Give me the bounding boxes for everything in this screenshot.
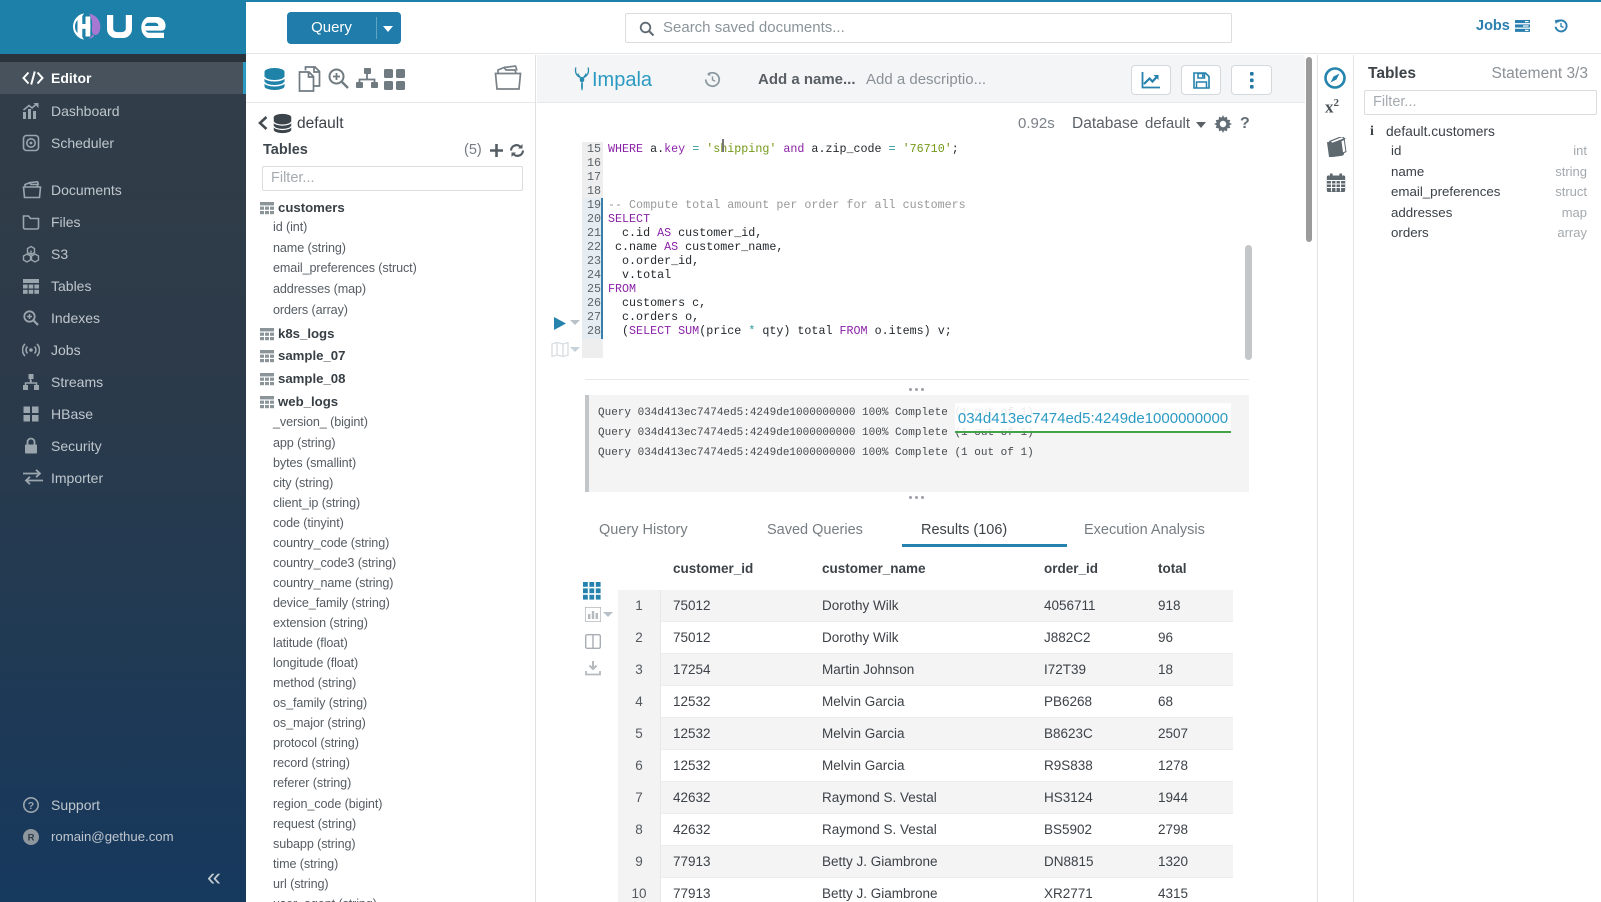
svg-text:?: ? [28,800,34,812]
svg-text:R: R [28,833,35,844]
